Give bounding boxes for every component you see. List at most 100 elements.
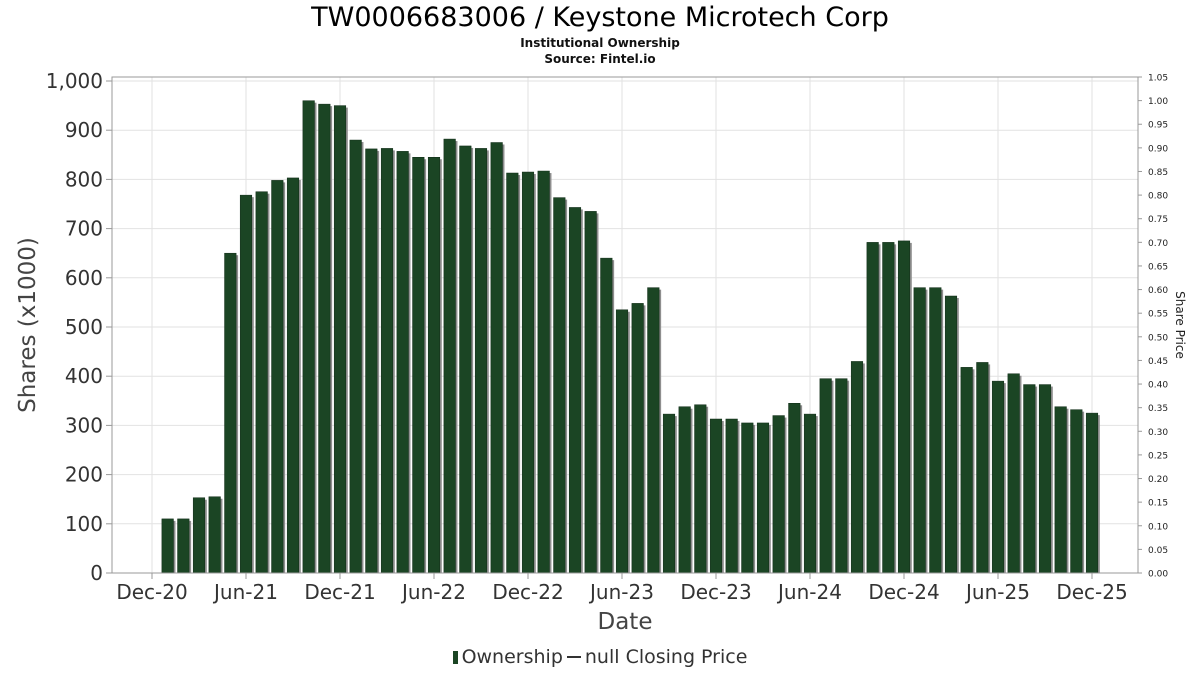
y-axis-left: 0 100 200 300 400 500 600 700 800 900 1,000 (46, 69, 112, 585)
ownership-bar (944, 295, 958, 574)
y-tick-label: 700 (65, 217, 103, 241)
closing-price-legend-line (566, 656, 581, 658)
ownership-bar (1085, 412, 1099, 574)
ownership-bar (427, 157, 441, 574)
y-tick-label: 800 (65, 167, 103, 191)
y2-tick-label: 0.40 (1148, 381, 1168, 391)
ownership-bar (647, 287, 660, 574)
y2-tick-label: 0.25 (1148, 451, 1168, 461)
ownership-bar (506, 172, 519, 574)
y-tick-label: 900 (65, 118, 103, 142)
ownership-bar (380, 148, 394, 574)
ownership-bar (271, 180, 284, 574)
x-tick-label: Jun-24 (776, 580, 842, 604)
ownership-bar (584, 211, 597, 574)
y2-tick-label: 0.75 (1148, 215, 1168, 225)
ownership-bar (788, 403, 801, 574)
y2-tick-label: 1.05 (1148, 74, 1168, 84)
y2-tick-label: 0.95 (1148, 121, 1168, 131)
x-tick-label: Dec-22 (492, 580, 563, 604)
ownership-bar (224, 252, 237, 574)
ownership-bar (239, 194, 253, 574)
ownership-bar (161, 518, 174, 574)
y-axis-label: Shares (x1000) (15, 237, 41, 413)
ownership-bar (1054, 406, 1067, 574)
ownership-bar (678, 406, 691, 574)
y2-tick-label: 1.00 (1148, 97, 1168, 107)
y2-tick-label: 0.85 (1148, 168, 1168, 178)
x-tick-label: Jun-22 (400, 580, 466, 604)
ownership-bar (866, 242, 879, 574)
y2-tick-label: 0.05 (1148, 546, 1168, 556)
ownership-bar (976, 362, 989, 574)
y2-tick-label: 0.20 (1148, 475, 1168, 485)
ownership-bar (318, 103, 331, 574)
ownership-bar (772, 415, 785, 574)
ownership-bar (694, 404, 707, 574)
x-axis: Dec-20 Jun-21 Dec-21 Jun-22 Dec-22 Jun-23 Dec-… (116, 573, 1128, 604)
legend: Ownership null Closing Price (0, 646, 1200, 668)
ownership-bar (1070, 409, 1083, 574)
chart-title: TW0006683006 / Keystone Microtech Corp (311, 2, 889, 33)
ownership-bar (177, 518, 190, 574)
y-tick-label: 300 (65, 413, 103, 437)
ownership-bar (192, 497, 206, 574)
ownership-bar (741, 422, 754, 574)
ownership-bar (960, 367, 973, 574)
y-axis-right: 0.00 0.05 0.10 0.15 0.20 0.25 0.30 0.35 0.40 0.45… (1138, 74, 1168, 580)
ownership-bar (615, 309, 629, 574)
ownership-bar (600, 257, 613, 574)
y2-tick-label: 0.30 (1148, 428, 1168, 438)
x-tick-label: Dec-21 (304, 580, 375, 604)
y2-tick-label: 0.60 (1148, 286, 1168, 296)
ownership-bar (819, 378, 832, 574)
y2-axis-label: Share Price (1173, 291, 1187, 359)
ownership-bar (474, 148, 488, 574)
ownership-bar (835, 378, 848, 574)
legend-ownership: Ownership (461, 646, 563, 668)
y2-tick-label: 0.10 (1148, 522, 1168, 532)
ownership-bar (349, 139, 362, 574)
ownership-bar (333, 105, 347, 574)
ownership-bar (1023, 384, 1036, 574)
x-tick-label: Dec-23 (680, 580, 751, 604)
ownership-bar (725, 418, 738, 574)
y2-tick-label: 0.00 (1148, 570, 1168, 580)
ownership-bar (803, 413, 817, 574)
ownership-bar (929, 287, 942, 574)
y-tick-label: 500 (65, 315, 103, 339)
ownership-bar (1038, 384, 1052, 574)
ownership-bar (897, 240, 911, 574)
y-tick-label: 0 (90, 561, 103, 585)
ownership-bar (302, 100, 315, 574)
y2-tick-label: 0.55 (1148, 310, 1168, 320)
y2-tick-label: 0.35 (1148, 404, 1168, 414)
x-tick-label: Jun-23 (588, 580, 654, 604)
y2-tick-label: 0.50 (1148, 333, 1168, 343)
ownership-bar (255, 191, 268, 574)
ownership-bar (662, 413, 676, 574)
ownership-bar (396, 151, 409, 574)
plot-area-border (111, 76, 1139, 574)
ownership-bar (1007, 373, 1020, 574)
y-tick-label: 100 (65, 512, 103, 536)
y2-tick-label: 0.80 (1148, 192, 1168, 202)
ownership-bar (756, 422, 770, 574)
ownership-bar (631, 303, 644, 574)
legend-closing-price: null Closing Price (584, 646, 748, 668)
ownership-bar (568, 207, 582, 574)
ownership-bar (882, 242, 895, 574)
y-tick-label: 600 (65, 266, 103, 290)
chart-subtitle: Institutional Ownership (520, 36, 680, 50)
ownership-bar (521, 171, 535, 574)
x-tick-label: Jun-21 (212, 580, 278, 604)
ownership-bar (991, 380, 1005, 574)
ownership-bar (553, 197, 566, 574)
y-tick-label: 1,000 (46, 69, 103, 93)
y2-tick-label: 0.70 (1148, 239, 1168, 249)
ownership-bar (913, 287, 926, 574)
x-tick-label: Jun-25 (964, 580, 1030, 604)
bars (118, 100, 1100, 574)
x-tick-label: Dec-20 (116, 580, 187, 604)
